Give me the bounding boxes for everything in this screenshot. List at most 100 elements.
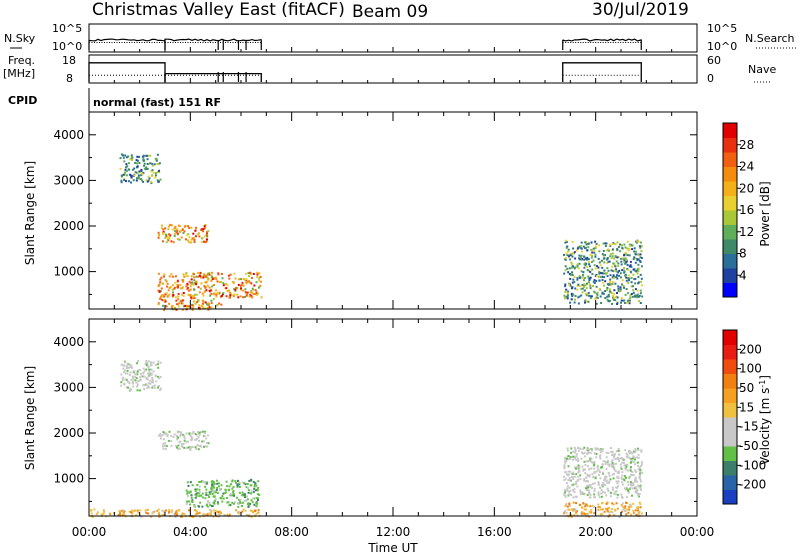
nsearch-dot [124,42,125,43]
power-cell [593,290,596,293]
power-cell [151,164,154,167]
power-cell [204,227,207,230]
velocity-cell [180,432,183,435]
velocity-cell [150,381,153,384]
power-cell [182,279,184,282]
power-cell [140,171,143,174]
velocity-cell [191,515,194,518]
velocity-cell [136,362,139,365]
power-cell [229,293,232,295]
power-cell [601,292,604,295]
velocity-cell [578,470,581,473]
power-cell [168,286,171,289]
nsky-line [562,38,642,50]
power-cell [174,230,177,233]
velocity-cell [124,369,127,372]
velocity-cell [197,431,200,433]
power-cell [177,292,180,295]
nsearch-dot [106,42,108,43]
velocity-cell [212,490,215,493]
velocity-cell [205,513,208,516]
power-cell [218,281,221,284]
velocity-cell [191,432,194,435]
velocity-cell [631,474,634,476]
power-cell [220,273,223,275]
colorbar-tick-label: 28 [739,138,754,152]
velocity-cell [154,364,157,366]
power-cell [208,289,211,292]
velocity-cell [163,444,166,447]
power-cell [631,285,634,288]
power-cell [619,290,622,292]
velocity-cell [583,446,586,449]
velocity-cell [634,480,636,483]
power-cell [566,292,569,295]
velocity-cell [123,513,126,516]
power-cell [128,162,130,165]
power-cell [625,288,628,291]
velocity-cell [634,458,636,461]
power-cell [175,299,178,302]
power-cell [591,261,593,263]
velocity-cell [177,444,180,447]
power-cell [587,258,590,261]
power-cell [583,266,586,269]
velocity-cell [627,489,630,492]
power-cell [202,302,204,305]
velocity-cell [624,505,627,508]
velocity-cell [156,509,159,512]
velocity-cell [239,501,242,503]
power-cell [176,286,179,289]
power-cell [256,276,259,278]
velocity-cell [245,513,248,516]
colorbar-swatch [723,268,737,283]
velocity-cell [160,437,162,440]
velocity-cell [632,509,635,512]
power-cell [640,265,643,268]
power-cell [606,283,609,286]
power-cell [619,250,621,253]
power-cell [564,257,567,259]
velocity-cell [135,377,138,380]
velocity-cell [572,508,575,510]
power-cell [168,235,171,238]
velocity-cell [570,447,573,450]
power-cell [580,241,583,244]
power-cell [608,283,610,286]
power-cell [604,290,607,292]
velocity-cell [621,474,624,477]
power-cell [630,285,633,288]
velocity-cell [576,485,579,488]
velocity-cell [136,383,139,386]
power-cell [237,278,240,281]
velocity-cell [631,484,634,487]
power-cell [571,263,573,266]
power-cell [248,281,251,284]
velocity-cell [573,466,576,469]
velocity-cell [120,373,123,376]
velocity-cell [570,494,573,496]
power-cell [602,281,605,284]
velocity-cell [637,464,640,467]
power-cell [577,246,580,249]
power-cell [202,230,204,233]
velocity-cell [254,482,257,485]
power-cell [615,268,617,271]
x-tick-label: 04:00 [173,525,208,539]
velocity-cell [183,513,186,515]
power-cell [233,272,236,275]
velocity-cell [605,451,608,454]
nsearch-dot [190,42,191,43]
power-cell [577,267,580,270]
freq-right-tick-top: 60 [707,54,721,67]
velocity-cell [213,499,216,502]
velocity-cell [250,478,253,481]
velocity-cell [593,452,596,455]
velocity-cell [574,475,577,478]
power-cell [191,307,194,310]
power-cell [119,167,122,170]
power-cell [566,254,569,257]
power-cell [131,168,134,171]
power-cell [202,228,205,231]
